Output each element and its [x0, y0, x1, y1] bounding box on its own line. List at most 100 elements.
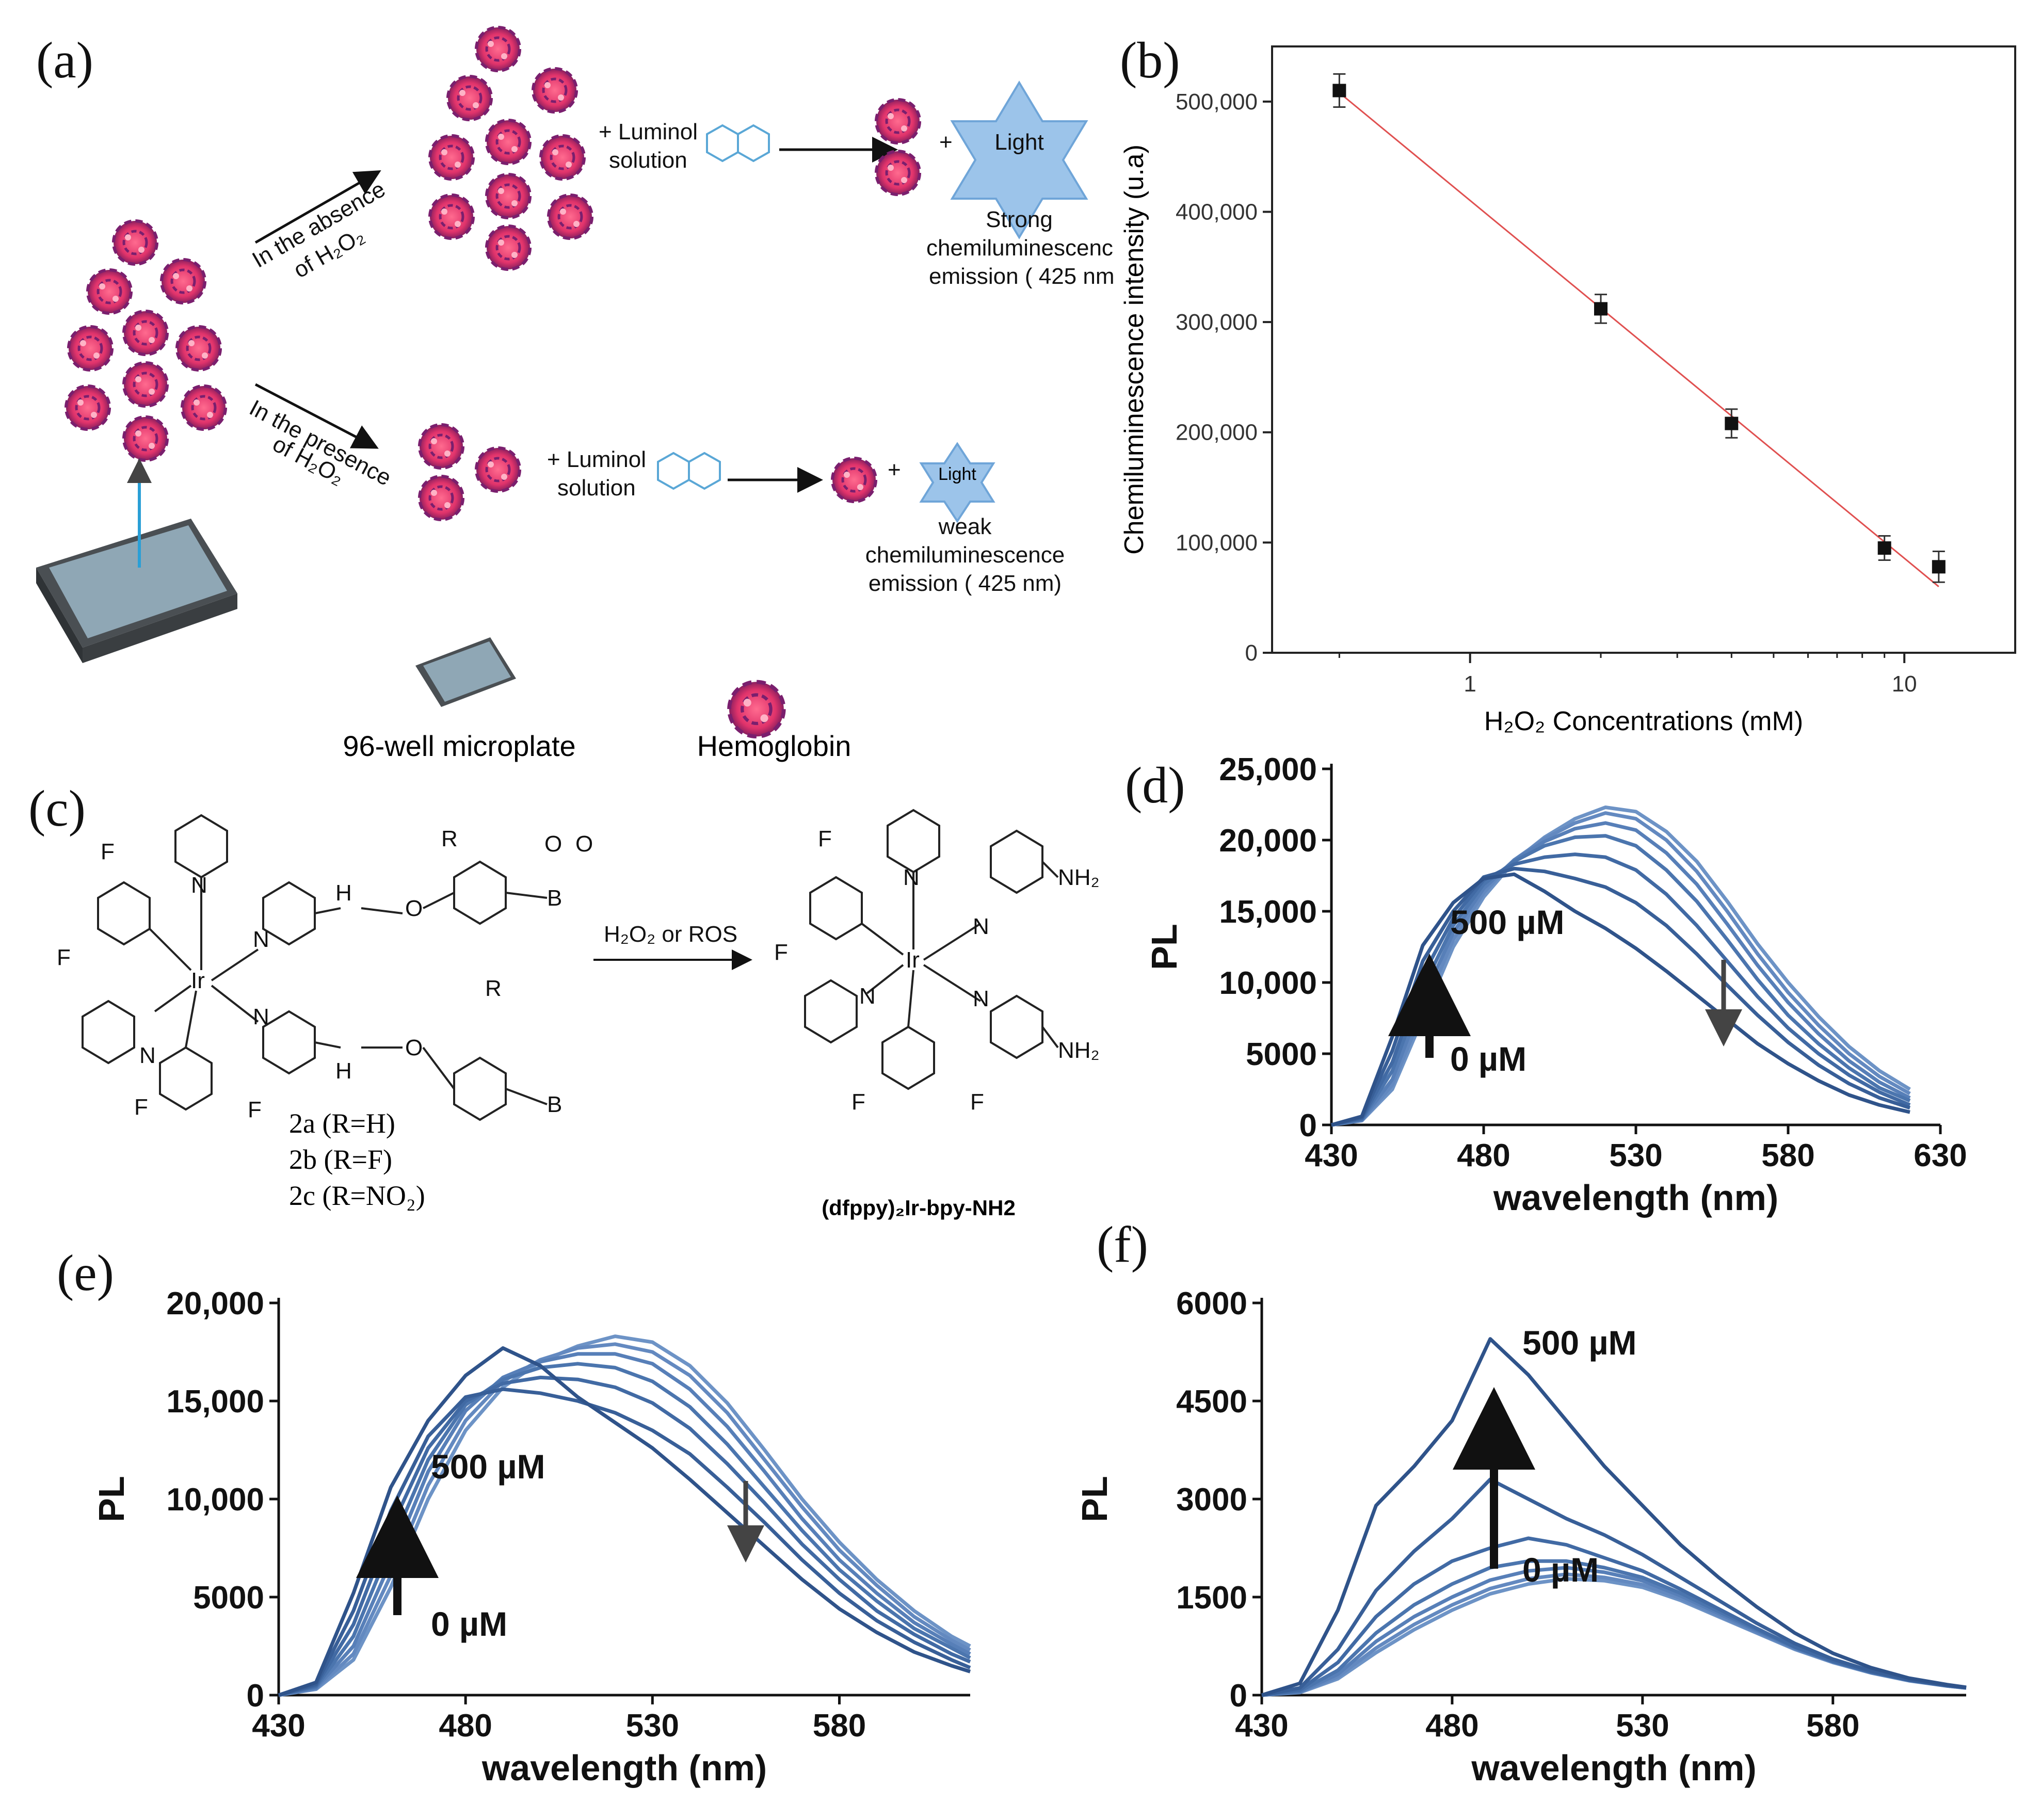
panel-label-c: (c) [28, 780, 86, 837]
p-atom-F-3: F [851, 1089, 865, 1115]
d-content-xlabel: wavelength (nm) [1493, 1178, 1778, 1218]
b-ytick-label: 200,000 [1176, 420, 1258, 445]
d-content-xtick-label: 580 [1761, 1138, 1814, 1173]
panel-label-b: (b) [1120, 31, 1180, 89]
f-plot-area: 0 1500 3000 4500 6000 430 480 530 580 wavelength … [1074, 1286, 1967, 1788]
solution-label-top: solution [609, 148, 687, 173]
strong-label-1: Strong [986, 207, 1053, 232]
d-content-xtick-label: 530 [1609, 1138, 1662, 1173]
d-content-series-line [1331, 806, 1911, 1127]
e-content-ylabel: PL [91, 1476, 132, 1522]
variant-2c: 2c (R=NO₂) [289, 1180, 425, 1211]
p-atom-N-1: N [903, 865, 920, 890]
e-content-series-line [278, 1346, 971, 1697]
atom-Ir-1: Ir [191, 968, 205, 993]
panel-d-chart: (d) 0 5000 10,000 15,000 20,000 25,000 430 480 5… [1125, 752, 1967, 1218]
b-plot-frame [1271, 45, 2016, 654]
b-data-point [1332, 84, 1346, 98]
variant-2b: 2b (R=F) [289, 1144, 392, 1175]
panel-label-e: (e) [57, 1244, 114, 1301]
weak-label-3: emission ( 425 nm) [869, 571, 1062, 596]
f-content-ytick-label: 4500 [1176, 1384, 1247, 1420]
b-data-point [1877, 541, 1891, 555]
light-label-top: Light [994, 130, 1043, 155]
f-content-ytick-label: 3000 [1176, 1482, 1247, 1518]
f-content-annotation-500uM: 500 µM [1522, 1324, 1636, 1362]
e-content-xtick-label: 480 [439, 1708, 492, 1744]
p-atom-N-2: N [859, 984, 876, 1009]
panel-b-chart: (b) 0 100,000 200,000 300,000 400,000 500,000… [1119, 31, 2016, 736]
atom-B-2: B [547, 1092, 562, 1117]
f-content-ytick-label: 0 [1230, 1678, 1247, 1714]
panel-label-a: (a) [36, 31, 93, 89]
f-content-series-line [1261, 1577, 1967, 1697]
d-content-xtick-label: 430 [1305, 1138, 1358, 1173]
f-content-annotation-0uM: 0 µM [1522, 1551, 1599, 1589]
atom-F-1: F [101, 839, 115, 864]
p-atom-Ir: Ir [906, 947, 920, 973]
hemoglobin-cluster-top [430, 27, 592, 269]
weak-light-star-icon: Light [919, 442, 995, 523]
microplate-icon [36, 458, 237, 663]
plus-top: + [939, 130, 953, 155]
e-content-ytick-label: 0 [247, 1678, 264, 1714]
atom-R-1: R [441, 826, 458, 851]
b-fit-line [1339, 92, 1939, 587]
product-atom-labels: N Ir N N N F F F F NH₂ NH₂ [774, 826, 1100, 1115]
f-content-series-line [1261, 1477, 1967, 1697]
panel-label-f: (f) [1097, 1216, 1148, 1273]
legend-plate-icon [415, 637, 516, 707]
reactant-atom-labels: N Ir N N N F F F F H H O O R R B B O O [57, 826, 593, 1122]
atom-O-1: O [405, 896, 423, 921]
f-content-ylabel: PL [1074, 1476, 1115, 1522]
f-content-xtick-label: 430 [1235, 1708, 1288, 1744]
d-content-ylabel: PL [1144, 924, 1184, 970]
b-ytick-label: 400,000 [1176, 199, 1258, 224]
weak-label-2: chemiluminescence [865, 542, 1065, 568]
f-content-series-line [1261, 1566, 1967, 1697]
atom-O-3: O [544, 831, 562, 857]
plus-bottom: + [888, 457, 901, 482]
b-xtick-label: 10 [1892, 671, 1917, 697]
p-atom-N-4: N [973, 986, 989, 1011]
e-content-series-line [278, 1352, 971, 1697]
panel-f-chart: (f) 0 1500 3000 4500 6000 430 480 530 580 wavelen… [1074, 1216, 1967, 1788]
d-content-xtick-label: 480 [1457, 1138, 1510, 1173]
f-content-series-line [1261, 1337, 1967, 1697]
f-content-xtick-label: 480 [1425, 1708, 1478, 1744]
b-ytick-label: 100,000 [1176, 530, 1258, 555]
d-content-ytick-label: 25,000 [1219, 752, 1317, 787]
b-xtick-label: 1 [1464, 671, 1476, 697]
legend-hemoglobin-label: Hemoglobin [697, 730, 851, 762]
atom-H-2: H [335, 1058, 352, 1084]
atom-F-2: F [57, 945, 71, 970]
e-content-xlabel: wavelength (nm) [481, 1748, 767, 1788]
d-content-xtick-label: 630 [1914, 1138, 1967, 1173]
panel-c-chemistry: (c) N Ir N [28, 780, 1100, 1220]
p-atom-NH2-2: NH₂ [1058, 1038, 1100, 1063]
strong-label-2: chemiluminescenc [926, 235, 1113, 261]
d-content-ytick-label: 15,000 [1219, 894, 1317, 930]
light-label-bottom: Light [938, 464, 976, 484]
d-content-ytick-label: 0 [1299, 1108, 1317, 1143]
panel-e-chart: (e) 0 5000 10,000 15,000 20,000 430 480 530 580 w… [57, 1244, 971, 1788]
d-content-annotation-500uM: 500 µM [1450, 903, 1564, 941]
luminol-label-bottom: + Luminol [547, 447, 646, 472]
f-content-ytick-label: 1500 [1176, 1580, 1247, 1616]
strong-light-star-icon: Light [950, 80, 1088, 239]
f-content-xlabel: wavelength (nm) [1471, 1748, 1756, 1788]
luminol-molecule-icon-bottom [657, 452, 721, 490]
e-content-ytick-label: 5000 [193, 1580, 264, 1616]
f-content-ytick-label: 6000 [1176, 1286, 1247, 1322]
d-content-ytick-label: 5000 [1246, 1037, 1317, 1072]
panel-a-schematic: (a) In the absence of H₂O₂ + Luminol sol [36, 27, 1114, 762]
product-name: (dfppy)₂Ir-bpy-NH2 [822, 1196, 1016, 1220]
f-content-xtick-label: 580 [1806, 1708, 1859, 1744]
panel-label-d: (d) [1125, 756, 1185, 814]
hemoglobin-cluster-left [66, 221, 226, 460]
p-atom-F-1: F [818, 826, 832, 851]
atom-N-4: N [253, 1004, 269, 1029]
atom-F-4: F [248, 1097, 262, 1122]
atom-N-2: N [139, 1043, 156, 1068]
